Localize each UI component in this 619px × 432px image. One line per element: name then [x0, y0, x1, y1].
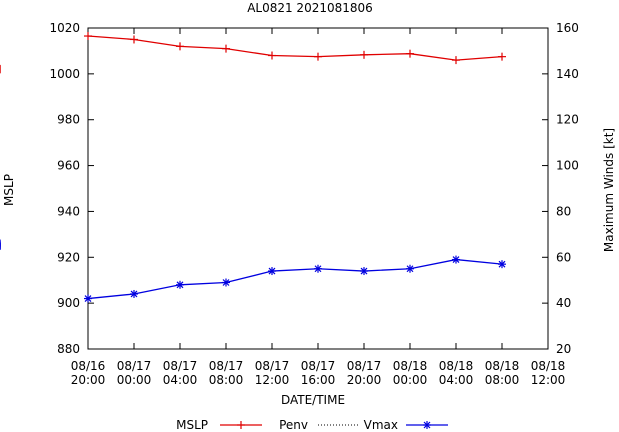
chart-title: AL0821 2021081806 [247, 1, 373, 15]
x-tick-label: 08/17 [117, 359, 152, 373]
x-tick-label: 08/17 [163, 359, 198, 373]
x-tick-label: 08:00 [209, 373, 244, 387]
legend-marker [423, 421, 431, 429]
data-point [314, 264, 322, 273]
data-point [130, 35, 138, 44]
x-tick-label: 08/16 [71, 359, 106, 373]
x-tick-label: 08/17 [301, 359, 336, 373]
y-tick-label: 980 [57, 113, 80, 127]
x-tick-label: 00:00 [393, 373, 428, 387]
legend: MSLP Penv Vmax [176, 418, 448, 432]
x-axis: 08/1620:0008/1700:0008/1704:0008/1708:00… [71, 28, 566, 387]
plot-area [87, 27, 549, 350]
y2-tick-label: 40 [556, 296, 571, 310]
y2-axis-label: Maximum Winds [kt] [602, 128, 616, 252]
x-tick-label: 20:00 [71, 373, 106, 387]
y-tick-label: 1000 [49, 67, 80, 81]
data-point [222, 278, 230, 287]
x-tick-label: 04:00 [439, 373, 474, 387]
x-tick-label: 00:00 [117, 373, 152, 387]
data-point [360, 50, 368, 59]
x-tick-label: 08/17 [347, 359, 382, 373]
x-tick-label: 08/18 [485, 359, 520, 373]
y2-tick-label: 140 [556, 67, 579, 81]
legend-marker [237, 421, 245, 429]
data-point [84, 294, 92, 303]
legend-label: MSLP [176, 418, 208, 432]
y-axis-left: 880 900 920 940 960 980 1000 1020 [49, 21, 94, 356]
data-point [84, 32, 92, 41]
series-vmax [0, 239, 506, 303]
x-tick-label: 04:00 [163, 373, 198, 387]
series-line [87, 35, 503, 61]
x-tick-label: 08:00 [485, 373, 520, 387]
data-point [222, 44, 230, 53]
y-tick-label: 960 [57, 159, 80, 173]
y-axis-label: MSLP [2, 174, 16, 206]
series-mslp [0, 32, 506, 74]
plot-border [87, 27, 549, 350]
y-tick-label: 940 [57, 204, 80, 218]
x-tick-label: 08/18 [531, 359, 566, 373]
legend-label: Penv [279, 418, 308, 432]
y2-tick-label: 120 [556, 113, 579, 127]
data-point [498, 52, 506, 61]
data-point [498, 260, 506, 269]
y2-tick-label: 160 [556, 21, 579, 35]
data-point [130, 289, 138, 298]
y-tick-label: 880 [57, 342, 80, 356]
x-tick-label: 12:00 [531, 373, 566, 387]
x-tick-label: 08/17 [255, 359, 290, 373]
data-point [176, 42, 184, 51]
x-tick-label: 12:00 [255, 373, 290, 387]
y2-tick-label: 60 [556, 250, 571, 264]
x-tick-label: 08/17 [209, 359, 244, 373]
data-point [406, 264, 414, 273]
legend-label: Vmax [364, 418, 398, 432]
y2-tick-label: 20 [556, 342, 571, 356]
x-tick-label: 08/18 [439, 359, 474, 373]
series-layer [0, 27, 548, 303]
y2-tick-label: 80 [556, 204, 571, 218]
x-tick-label: 08/18 [393, 359, 428, 373]
x-tick-label: 16:00 [301, 373, 336, 387]
y-tick-label: 920 [57, 250, 80, 264]
x-axis-label: DATE/TIME [281, 393, 345, 407]
data-point [176, 280, 184, 289]
x-tick-label: 20:00 [347, 373, 382, 387]
data-point [314, 52, 322, 61]
data-point [268, 267, 276, 276]
data-point [406, 49, 414, 58]
y-tick-label: 1020 [49, 21, 80, 35]
data-point [268, 51, 276, 60]
data-point [452, 255, 460, 264]
y2-tick-label: 100 [556, 159, 579, 173]
data-point [360, 267, 368, 276]
series-line [87, 258, 503, 300]
data-point [452, 56, 460, 65]
y-tick-label: 900 [57, 296, 80, 310]
y-axis-right: 20 40 60 80 100 120 140 160 [542, 21, 579, 356]
